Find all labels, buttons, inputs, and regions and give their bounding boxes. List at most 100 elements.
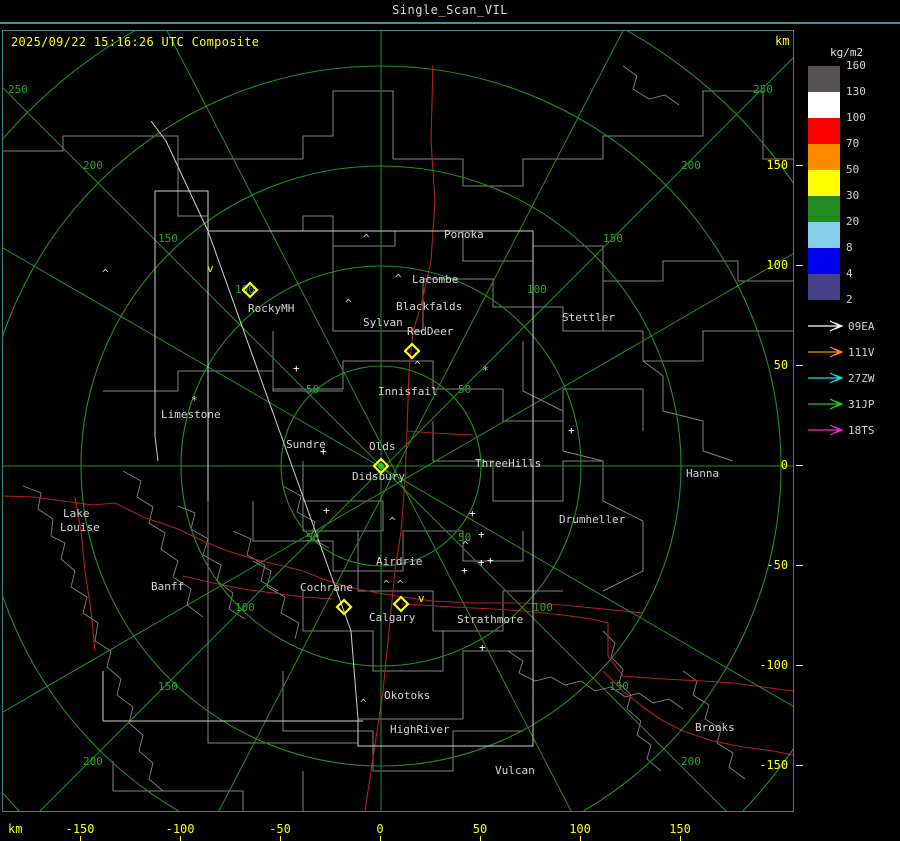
color-scale-swatch[interactable] <box>808 118 840 144</box>
track-legend-label: 09EA <box>848 320 875 333</box>
color-scale-swatch[interactable] <box>808 196 840 222</box>
color-scale-swatch[interactable] <box>808 144 840 170</box>
color-scale-swatch[interactable] <box>808 170 840 196</box>
city-label: HighRiver <box>390 723 450 736</box>
storm-motion-marker: + <box>487 554 494 567</box>
y-axis-tick-mark <box>796 365 803 366</box>
x-axis-tick-label: -50 <box>269 822 291 836</box>
range-ring-label: 100 <box>235 601 255 614</box>
storm-motion-marker: ^ <box>395 272 402 285</box>
city-label: Banff <box>151 580 184 593</box>
x-axis-tick-label: 50 <box>472 822 488 836</box>
storm-motion-marker: + <box>478 528 485 541</box>
track-legend-label: 31JP <box>848 398 875 411</box>
city-label: RedDeer <box>407 325 454 338</box>
color-scale-value-label: 130 <box>846 85 866 98</box>
storm-motion-marker: ^ <box>345 297 352 310</box>
range-ring-label: 100 <box>533 601 553 614</box>
color-scale-value-label: 50 <box>846 163 860 176</box>
range-ring-label: 100 <box>527 283 547 296</box>
timestamp-label: 2025/09/22 15:16:26 UTC Composite <box>11 35 260 49</box>
storm-markers: vv^^^^^^^^ ^^**++++ ++++++ <box>102 232 575 710</box>
track-legend-label: 27ZW <box>848 372 875 385</box>
y-axis-tick-mark <box>796 665 803 666</box>
x-axis-tick-label: -150 <box>65 822 95 836</box>
color-scale-swatch[interactable] <box>808 248 840 274</box>
radar-map-panel[interactable]: 2025/09/22 15:16:26 UTC Composite <box>2 30 794 812</box>
track-legend-label: 18TS <box>848 424 875 437</box>
track-arrow-icon <box>808 398 844 410</box>
track-legend-row[interactable]: 27ZW <box>804 367 898 393</box>
city-label: Lacombe <box>412 273 458 286</box>
color-scale-swatch[interactable] <box>808 222 840 248</box>
city-label: Sundre <box>286 438 326 451</box>
city-label: Brooks <box>695 721 735 734</box>
color-scale-swatch[interactable] <box>808 92 840 118</box>
range-ring-label: 50 <box>306 383 319 396</box>
radar-site-center[interactable] <box>378 463 384 469</box>
track-arrow-icon <box>808 346 844 358</box>
city-label: Louise <box>60 521 100 534</box>
x-axis-tick-mark <box>580 836 581 841</box>
storm-cell-marker[interactable] <box>372 457 390 475</box>
storm-cell-marker[interactable] <box>403 342 421 360</box>
city-label: Ponoka <box>444 228 484 241</box>
city-label: Limestone <box>161 408 221 421</box>
color-scale-swatch[interactable] <box>808 274 840 300</box>
city-label: Innisfail <box>378 385 438 398</box>
storm-cell-markers[interactable] <box>241 281 421 616</box>
track-legend-row[interactable]: 09EA <box>804 315 898 341</box>
city-label: Calgary <box>369 611 416 624</box>
y-axis-tick-mark <box>796 165 803 166</box>
storm-cell-marker[interactable] <box>241 281 259 299</box>
x-axis-tick-label: 150 <box>669 822 691 836</box>
track-legend-row[interactable]: 18TS <box>804 419 898 445</box>
y-axis-tick-mark <box>796 265 803 266</box>
y-axis-tick-label: 100 <box>766 258 789 272</box>
range-ring-label: 150 <box>158 680 178 693</box>
storm-motion-marker: + <box>479 641 486 654</box>
track-legend-label: 111V <box>848 346 875 359</box>
range-ring-label: 250 <box>753 83 773 96</box>
range-rings <box>3 31 793 811</box>
storm-cell-marker[interactable] <box>335 598 353 616</box>
storm-motion-marker: * <box>191 394 198 407</box>
track-arrow-icon <box>808 424 844 436</box>
track-arrow-icon <box>808 320 844 332</box>
legend-unit-label: kg/m2 <box>830 46 864 59</box>
color-scale-value-label: 70 <box>846 137 860 150</box>
storm-motion-marker: ^ <box>360 697 367 710</box>
storm-motion-marker: ^ <box>389 515 396 528</box>
x-axis-tick-mark <box>180 836 181 841</box>
x-axis-unit-label: km <box>8 822 23 836</box>
radar-map-canvas: 50 50 50 50 100 100 100 100 150 150 150 150 200 200 20… <box>3 31 793 811</box>
city-label: Lake <box>63 507 90 520</box>
storm-motion-marker: ^ <box>383 578 390 591</box>
range-ring-label: 50 <box>458 383 471 396</box>
y-axis-tick-mark <box>796 765 803 766</box>
city-label: RockyMH <box>248 302 294 315</box>
range-ring-label: 200 <box>83 159 103 172</box>
storm-motion-marker: ^ <box>462 539 469 552</box>
window-title: Single_Scan_VIL <box>392 3 508 17</box>
storm-motion-marker: v <box>207 262 214 275</box>
storm-cell-marker[interactable] <box>392 595 410 613</box>
city-label: Okotoks <box>384 689 430 702</box>
track-legend-row[interactable]: 111V <box>804 341 898 367</box>
storm-motion-marker: + <box>323 504 330 517</box>
scan-boundary-outline <box>102 120 534 747</box>
track-legend-row[interactable]: 31JP <box>804 393 898 419</box>
y-axis-tick-label: -150 <box>759 758 789 772</box>
storm-motion-marker: ^ <box>102 267 109 280</box>
storm-motion-marker: + <box>320 445 327 458</box>
range-ring-label: 200 <box>681 159 701 172</box>
color-scale-value-label: 20 <box>846 215 860 228</box>
x-axis-tick-mark <box>480 836 481 841</box>
y-axis-tick-mark <box>796 565 803 566</box>
range-ring-label: 200 <box>83 755 103 768</box>
color-scale-swatch[interactable] <box>808 66 840 92</box>
x-axis-tick-label: -100 <box>165 822 195 836</box>
color-scale-value-label: 4 <box>846 267 853 280</box>
y-axis-tick-label: 0 <box>780 458 789 472</box>
